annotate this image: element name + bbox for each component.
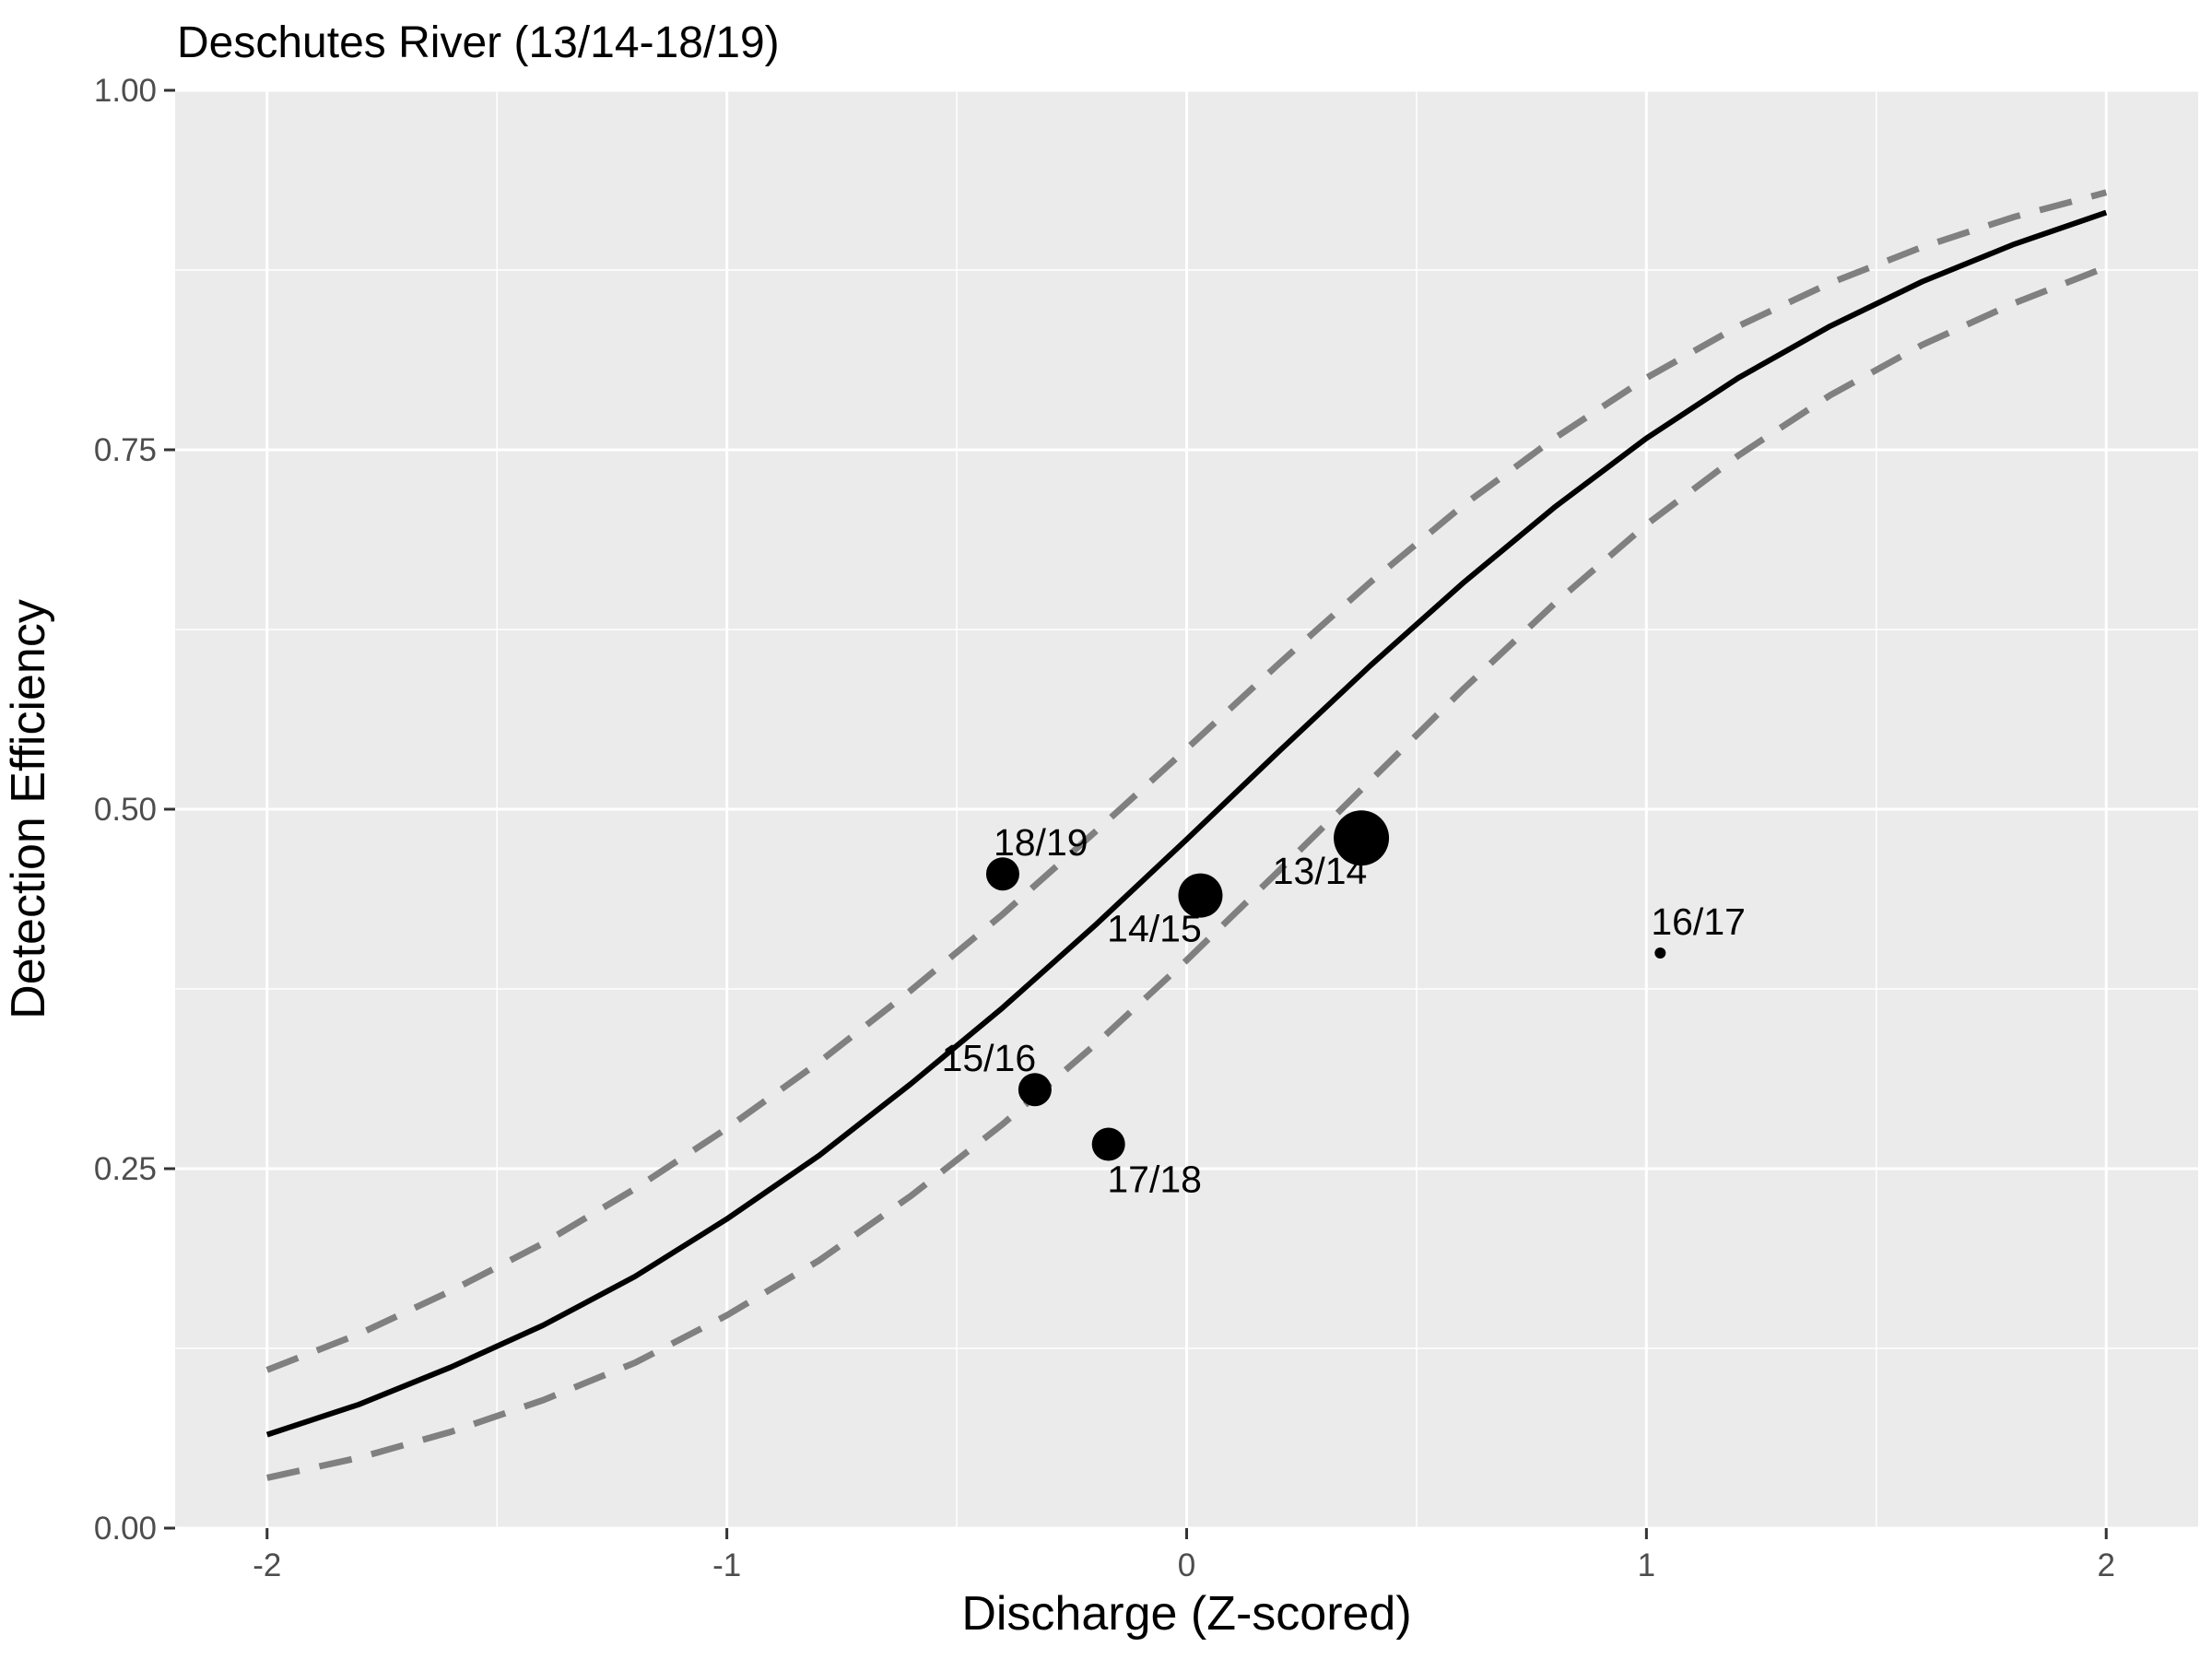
x-tick-label: 1 bbox=[1638, 1547, 1655, 1583]
x-tick-label: 0 bbox=[1178, 1547, 1195, 1583]
x-axis-title: Discharge (Z-scored) bbox=[961, 1587, 1411, 1641]
ci-upper-line bbox=[265, 189, 2108, 1373]
series-layer bbox=[265, 189, 2108, 1481]
points-layer bbox=[985, 810, 1666, 1161]
data-point-15-16 bbox=[1018, 1073, 1052, 1107]
point-label-17-18: 17/18 bbox=[1107, 1158, 1202, 1200]
y-tick-label: 0.25 bbox=[94, 1151, 157, 1187]
y-tick-label: 1.00 bbox=[94, 73, 157, 109]
data-point-17-18 bbox=[1091, 1127, 1125, 1161]
axes-layer: -2 -1 0 1 2 0.00 0.25 0.50 0.75 1.00 bbox=[94, 73, 2115, 1583]
point-labels-layer: 13/14 14/15 15/16 16/17 17/18 18/19 bbox=[942, 821, 1746, 1200]
data-point-13-14 bbox=[1334, 810, 1390, 866]
data-point-14-15 bbox=[1178, 873, 1223, 918]
point-label-16-17: 16/17 bbox=[1651, 900, 1746, 943]
x-tick-label: 2 bbox=[2097, 1547, 2114, 1583]
data-point-18-19 bbox=[985, 857, 1019, 891]
y-tick-label: 0.50 bbox=[94, 792, 157, 828]
y-tick-label: 0.00 bbox=[94, 1511, 157, 1547]
y-axis-title: Detection Efficiency bbox=[2, 599, 55, 1019]
x-tick-label: -2 bbox=[253, 1547, 281, 1583]
point-label-18-19: 18/19 bbox=[994, 821, 1088, 864]
data-point-16-17 bbox=[1654, 947, 1666, 959]
point-label-14-15: 14/15 bbox=[1107, 908, 1202, 950]
ci-lower-line bbox=[266, 264, 2108, 1481]
chart-title: Deschutes River (13/14-18/19) bbox=[177, 18, 780, 67]
y-tick-label: 0.75 bbox=[94, 432, 157, 468]
point-label-13-14: 13/14 bbox=[1273, 850, 1368, 892]
fit-line bbox=[265, 209, 2108, 1438]
point-label-15-16: 15/16 bbox=[942, 1037, 1037, 1079]
x-tick-label: -1 bbox=[712, 1547, 741, 1583]
